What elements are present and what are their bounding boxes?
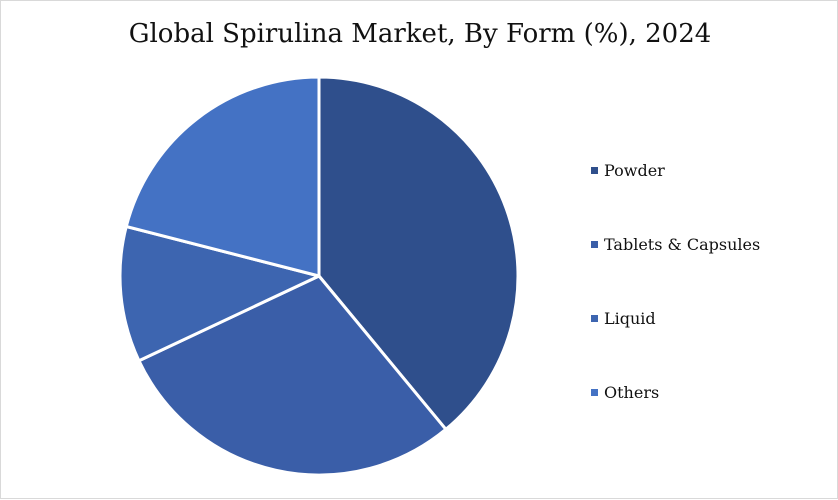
- legend-label-tablets-capsules: Tablets & Capsules: [604, 235, 761, 254]
- legend-swatch-tablets-capsules: [591, 241, 598, 248]
- chart-legend: Powder Tablets & Capsules Liquid Others: [591, 161, 760, 457]
- legend-label-liquid: Liquid: [604, 309, 656, 328]
- legend-item-powder: Powder: [591, 161, 760, 235]
- chart-title: Global Spirulina Market, By Form (%), 20…: [128, 19, 712, 49]
- legend-swatch-powder: [591, 167, 598, 174]
- pie-slice-powder: [317, 75, 520, 431]
- legend-item-others: Others: [591, 383, 760, 457]
- pie-slice-others: [124, 75, 321, 278]
- legend-item-tablets-capsules: Tablets & Capsules: [591, 235, 760, 309]
- legend-swatch-liquid: [591, 315, 598, 322]
- pie-slice-liquid: [118, 225, 321, 363]
- legend-label-others: Others: [604, 383, 660, 402]
- legend-label-powder: Powder: [604, 161, 665, 180]
- legend-swatch-others: [591, 389, 598, 396]
- legend-item-liquid: Liquid: [591, 309, 760, 383]
